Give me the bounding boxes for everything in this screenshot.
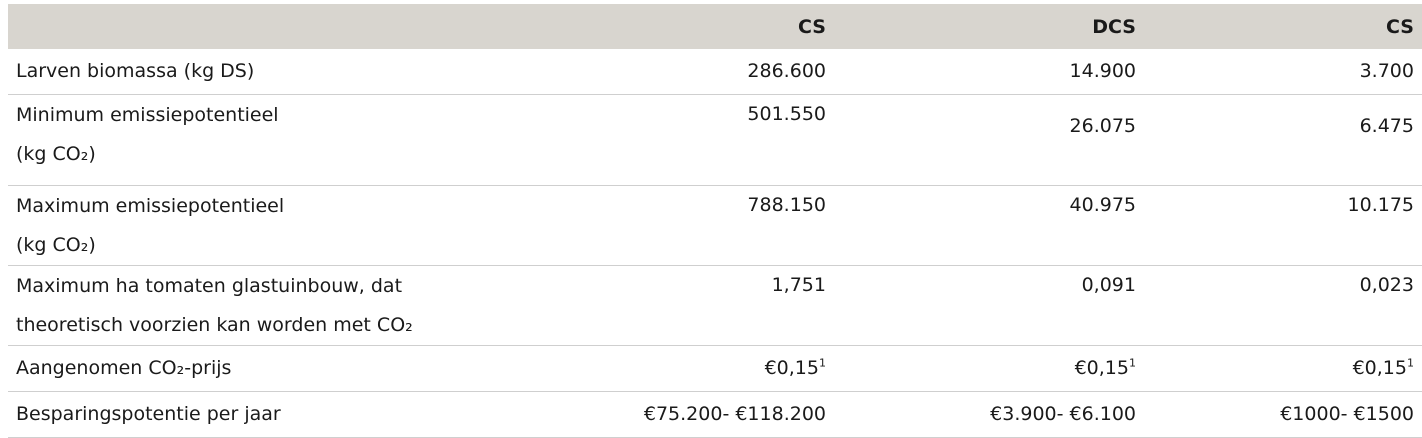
- row-label-line: Minimum emissiepotentieel: [16, 104, 279, 126]
- row-label-line: (kg CO₂): [16, 234, 96, 256]
- cell-cs-1: 501.550: [502, 94, 834, 186]
- cell-dcs: 14.900: [834, 49, 1144, 95]
- cell-cs-1: 286.600: [502, 49, 834, 95]
- header-dcs: DCS: [834, 4, 1144, 49]
- cell-cs-1: 788.150: [502, 185, 834, 266]
- table-header-row: CS DCS CS: [8, 4, 1422, 49]
- table-row: Larven biomassa (kg DS) 286.600 14.900 3…: [8, 49, 1422, 95]
- footnote-marker: 1: [1129, 356, 1136, 370]
- cell-dcs: €0,151: [834, 345, 1144, 392]
- cell-cs-2: €1000- €1500: [1144, 391, 1422, 438]
- cell-dcs: 0,091: [834, 265, 1144, 346]
- cell-cs-2: €0,151: [1144, 345, 1422, 392]
- footnote-marker: 1: [1407, 356, 1414, 370]
- row-label: Maximum emissiepotentieel (kg CO₂): [8, 185, 502, 266]
- row-label-line: theoretisch voorzien kan worden met CO₂: [16, 314, 413, 336]
- cell-dcs: €3.900- €6.100: [834, 391, 1144, 438]
- cell-cs-2: 3.700: [1144, 49, 1422, 95]
- row-label-line: Besparingspotentie per jaar: [16, 403, 281, 425]
- row-label-line: Maximum ha tomaten glastuinbouw, dat: [16, 275, 403, 297]
- co2-table-container: CS DCS CS Larven biomassa (kg DS) 286.60…: [8, 4, 1422, 438]
- cell-dcs: 40.975: [834, 185, 1144, 266]
- row-label: Besparingspotentie per jaar: [8, 391, 502, 438]
- row-label-line: Larven biomassa (kg DS): [16, 60, 255, 82]
- cell-cs-1: €75.200- €118.200: [502, 391, 834, 438]
- header-cs-1: CS: [502, 4, 834, 49]
- price-value: €0,15: [764, 357, 819, 379]
- table-row: Maximum ha tomaten glastuinbouw, dat the…: [8, 265, 1422, 346]
- price-value: €0,15: [1352, 357, 1407, 379]
- table-row: Besparingspotentie per jaar €75.200- €11…: [8, 391, 1422, 438]
- table-row: Minimum emissiepotentieel (kg CO₂) 501.5…: [8, 94, 1422, 186]
- co2-potential-table: CS DCS CS Larven biomassa (kg DS) 286.60…: [8, 4, 1422, 438]
- header-empty: [8, 4, 502, 49]
- cell-cs-2: 10.175: [1144, 185, 1422, 266]
- price-value: €0,15: [1074, 357, 1129, 379]
- row-label: Minimum emissiepotentieel (kg CO₂): [8, 94, 502, 186]
- cell-cs-1: 1,751: [502, 265, 834, 346]
- row-label-line: (kg CO₂): [16, 143, 96, 165]
- cell-cs-2: 6.475: [1144, 94, 1422, 186]
- cell-cs-1: €0,151: [502, 345, 834, 392]
- row-label: Aangenomen CO₂-prijs: [8, 345, 502, 392]
- header-cs-2: CS: [1144, 4, 1422, 49]
- table-row: Aangenomen CO₂-prijs €0,151 €0,151 €0,15…: [8, 345, 1422, 392]
- row-label: Larven biomassa (kg DS): [8, 49, 502, 95]
- cell-cs-2: 0,023: [1144, 265, 1422, 346]
- table-row: Maximum emissiepotentieel (kg CO₂) 788.1…: [8, 185, 1422, 266]
- row-label-line: Aangenomen CO₂-prijs: [16, 357, 232, 379]
- footnote-marker: 1: [819, 356, 826, 370]
- cell-dcs: 26.075: [834, 94, 1144, 186]
- row-label: Maximum ha tomaten glastuinbouw, dat the…: [8, 265, 502, 346]
- row-label-line: Maximum emissiepotentieel: [16, 195, 285, 217]
